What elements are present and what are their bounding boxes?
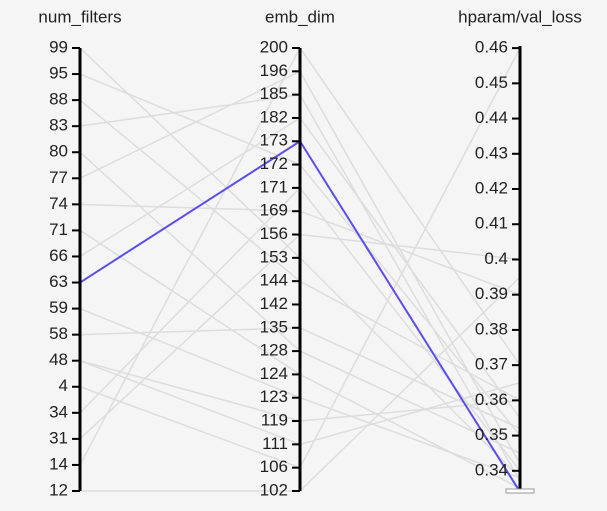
tick-label: 83 — [49, 116, 68, 135]
axis-title: emb_dim — [265, 7, 335, 26]
axis-title: hparam/val_loss — [458, 7, 582, 26]
tick-label: 173 — [260, 131, 288, 150]
tick-label: 59 — [49, 298, 68, 317]
tick-label: 123 — [260, 387, 288, 406]
tick-label: 12 — [49, 480, 68, 499]
tick-label: 171 — [260, 177, 288, 196]
tick-label: 182 — [260, 107, 288, 126]
tick-label: 169 — [260, 201, 288, 220]
tick-label: 153 — [260, 247, 288, 266]
tick-label: 0.37 — [475, 355, 508, 374]
tick-label: 88 — [49, 90, 68, 109]
tick-label: 0.38 — [475, 319, 508, 338]
tick-label: 0.34 — [475, 460, 508, 479]
brush-handle — [505, 488, 535, 494]
tick-label: 58 — [49, 324, 68, 343]
tick-label: 200 — [260, 37, 288, 56]
tick-label: 135 — [260, 317, 288, 336]
tick-label: 0.43 — [475, 143, 508, 162]
tick-label: 0.36 — [475, 390, 508, 409]
tick-label: 0.46 — [475, 38, 508, 57]
tick-label: 63 — [49, 272, 68, 291]
tick-label: 124 — [260, 364, 288, 383]
tick-label: 119 — [261, 411, 288, 430]
tick-label: 95 — [49, 64, 68, 83]
tick-label: 0.44 — [475, 108, 508, 127]
tick-label: 0.45 — [475, 73, 508, 92]
tick-label: 71 — [49, 220, 68, 239]
tick-label: 48 — [49, 350, 68, 369]
tick-label: 0.35 — [475, 425, 508, 444]
tick-label: 31 — [49, 428, 68, 447]
tick-label: 0.39 — [475, 284, 508, 303]
tick-label: 80 — [49, 142, 68, 161]
tick-label: 0.4 — [484, 249, 508, 268]
tick-label: 128 — [260, 341, 288, 360]
tick-label: 74 — [49, 194, 68, 213]
tick-label: 0.42 — [475, 178, 508, 197]
tick-label: 196 — [260, 61, 288, 80]
tick-label: 106 — [260, 457, 288, 476]
tick-label: 144 — [260, 271, 288, 290]
tick-label: 185 — [260, 84, 288, 103]
axis-title: num_filters — [38, 7, 121, 26]
tick-label: 142 — [260, 294, 288, 313]
tick-label: 0.41 — [475, 214, 508, 233]
tick-label: 66 — [49, 246, 68, 265]
tick-label: 172 — [260, 154, 288, 173]
tick-label: 111 — [262, 434, 288, 453]
tick-label: 14 — [49, 454, 68, 473]
tick-label: 4 — [59, 376, 68, 395]
tick-label: 99 — [49, 37, 68, 56]
tick-label: 77 — [49, 168, 68, 187]
tick-label: 34 — [49, 402, 68, 421]
tick-label: 156 — [260, 224, 288, 243]
tick-label: 102 — [260, 480, 288, 499]
